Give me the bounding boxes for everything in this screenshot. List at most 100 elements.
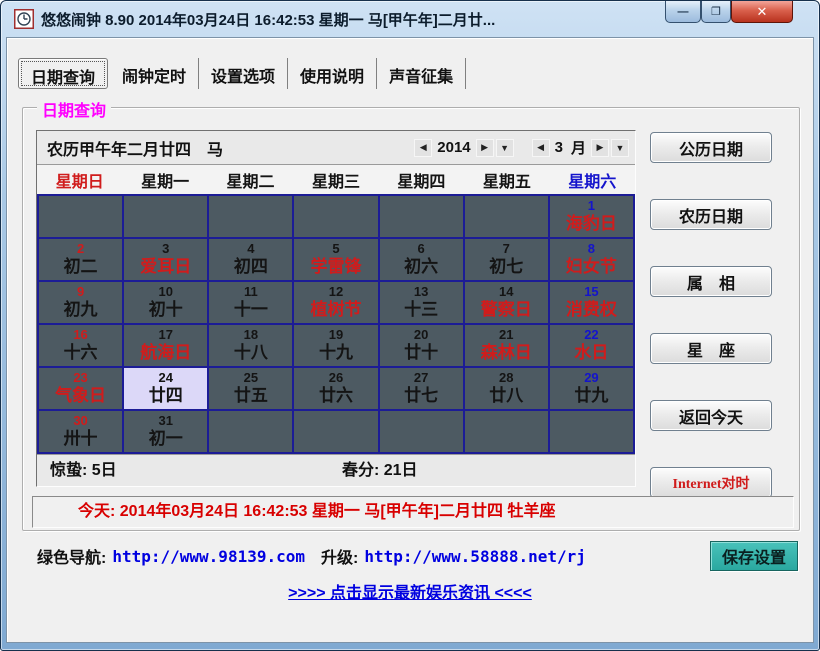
day-cell-28[interactable]: 28 廿八 bbox=[464, 368, 548, 409]
title-bar[interactable]: 悠悠闹钟 8.90 2014年03月24日 16:42:53 星期一 马[甲午年… bbox=[1, 1, 819, 37]
month-prev-button[interactable]: ◀ bbox=[531, 138, 550, 157]
tab-alarm-timer[interactable]: 闹钟定时 bbox=[110, 58, 200, 89]
day-number: 30 bbox=[73, 413, 88, 428]
day-subtext: 妇女节 bbox=[565, 257, 617, 276]
nav-link-url[interactable]: http://www.98139.com bbox=[112, 546, 305, 566]
day-subtext: 消费权 bbox=[565, 300, 617, 319]
window-controls: — ❐ ✕ bbox=[665, 1, 793, 23]
save-settings-button[interactable]: 保存设置 bbox=[710, 541, 798, 571]
day-cell-27[interactable]: 27 廿七 bbox=[379, 368, 463, 409]
day-cell-15[interactable]: 15 消费权 bbox=[549, 282, 633, 323]
day-cell-26[interactable]: 26 廿六 bbox=[294, 368, 378, 409]
day-cell-3[interactable]: 3 爱耳日 bbox=[124, 239, 208, 280]
day-cell-2[interactable]: 2 初二 bbox=[39, 239, 123, 280]
tab-settings[interactable]: 设置选项 bbox=[199, 58, 289, 89]
tab-help[interactable]: 使用说明 bbox=[288, 58, 378, 89]
tab-sound-collect[interactable]: 声音征集 bbox=[377, 58, 467, 89]
day-cell-10[interactable]: 10 初十 bbox=[124, 282, 208, 323]
lunar-date-button[interactable]: 农历日期 bbox=[650, 199, 772, 230]
day-subtext: 廿四 bbox=[148, 386, 183, 405]
day-number: 31 bbox=[158, 413, 173, 428]
day-cell-9[interactable]: 9 初九 bbox=[39, 282, 123, 323]
day-cell-23[interactable]: 23 气象日 bbox=[39, 368, 123, 409]
day-number: 8 bbox=[587, 241, 596, 256]
day-cell-empty bbox=[294, 196, 378, 237]
day-cell-25[interactable]: 25 廿五 bbox=[209, 368, 293, 409]
day-subtext: 廿六 bbox=[318, 386, 353, 405]
solar-term-left: 惊蛰: 5日 bbox=[50, 462, 117, 479]
day-cell-31[interactable]: 31 初一 bbox=[124, 411, 208, 452]
minimize-button[interactable]: — bbox=[665, 1, 701, 23]
minimize-icon: — bbox=[677, 5, 689, 18]
zodiac-animal-button[interactable]: 属 相 bbox=[650, 266, 772, 297]
day-cell-30[interactable]: 30 卅十 bbox=[39, 411, 123, 452]
close-button[interactable]: ✕ bbox=[731, 1, 793, 23]
day-number: 17 bbox=[158, 327, 173, 342]
day-subtext: 森林日 bbox=[480, 343, 532, 362]
day-number: 12 bbox=[328, 284, 344, 299]
day-cell-4[interactable]: 4 初四 bbox=[209, 239, 293, 280]
day-cell-18[interactable]: 18 十八 bbox=[209, 325, 293, 366]
day-cell-21[interactable]: 21 森林日 bbox=[464, 325, 548, 366]
year-next-button[interactable]: ▶ bbox=[475, 138, 494, 157]
day-cell-6[interactable]: 6 初六 bbox=[379, 239, 463, 280]
gregorian-date-button[interactable]: 公历日期 bbox=[650, 132, 772, 163]
day-number: 2 bbox=[76, 241, 85, 256]
day-number: 13 bbox=[413, 284, 429, 299]
maximize-button[interactable]: ❐ bbox=[701, 1, 731, 23]
day-number: 14 bbox=[499, 284, 514, 299]
day-number: 29 bbox=[584, 370, 599, 385]
day-cell-1[interactable]: 1 海豹日 bbox=[549, 196, 633, 237]
back-to-today-button[interactable]: 返回今天 bbox=[650, 400, 772, 431]
month-next-button[interactable]: ▶ bbox=[591, 138, 609, 157]
internet-time-sync-button[interactable]: Internet对时 bbox=[650, 467, 772, 498]
prev-icon: ◀ bbox=[537, 142, 545, 152]
day-subtext: 十六 bbox=[63, 343, 98, 362]
day-cell-empty bbox=[209, 196, 293, 237]
day-subtext: 廿五 bbox=[233, 386, 268, 405]
groupbox-label: 日期查询 bbox=[37, 97, 112, 121]
day-cell-12[interactable]: 12 植树节 bbox=[294, 282, 378, 323]
day-cell-19[interactable]: 19 十九 bbox=[294, 325, 378, 366]
day-cell-17[interactable]: 17 航海日 bbox=[124, 325, 208, 366]
day-cell-29[interactable]: 29 廿九 bbox=[549, 368, 633, 409]
day-cell-8[interactable]: 8 妇女节 bbox=[549, 239, 633, 280]
day-subtext: 航海日 bbox=[140, 343, 192, 362]
tab-date-query[interactable]: 日期查询 bbox=[18, 58, 109, 89]
day-subtext: 初一 bbox=[148, 429, 183, 448]
day-cell-24[interactable]: 24 廿四 bbox=[124, 368, 208, 409]
day-number: 7 bbox=[502, 241, 510, 256]
day-number: 6 bbox=[417, 241, 425, 256]
day-number: 28 bbox=[499, 370, 514, 385]
entertainment-news-link[interactable]: >>>> 点击显示最新娱乐资讯 <<<< bbox=[288, 585, 532, 602]
weekday-header: 星期三 bbox=[311, 173, 360, 191]
year-prev-button[interactable]: ◀ bbox=[414, 138, 433, 157]
prev-icon: ◀ bbox=[419, 142, 427, 152]
day-number: 25 bbox=[243, 370, 259, 385]
day-cell-14[interactable]: 14 警察日 bbox=[464, 282, 548, 323]
day-number: 21 bbox=[499, 327, 514, 342]
day-cell-16[interactable]: 16 十六 bbox=[39, 325, 123, 366]
chevron-down-icon: ▼ bbox=[500, 142, 510, 153]
upgrade-link-url[interactable]: http://www.58888.net/rj bbox=[364, 546, 586, 566]
day-subtext: 十一 bbox=[233, 300, 268, 319]
day-number: 19 bbox=[328, 327, 344, 342]
day-cell-7[interactable]: 7 初七 bbox=[464, 239, 548, 280]
day-number: 4 bbox=[247, 241, 255, 256]
day-number: 23 bbox=[73, 370, 88, 385]
weekday-header: 星期六 bbox=[568, 173, 617, 191]
solar-terms-bar: 惊蛰: 5日 春分: 21日 bbox=[37, 454, 635, 486]
year-dropdown-button[interactable]: ▼ bbox=[495, 138, 514, 157]
day-cell-13[interactable]: 13 十三 bbox=[379, 282, 463, 323]
constellation-button[interactable]: 星 座 bbox=[650, 333, 772, 364]
day-cell-empty bbox=[294, 411, 378, 452]
month-dropdown-button[interactable]: ▼ bbox=[611, 138, 629, 157]
day-cell-5[interactable]: 5 学雷锋 bbox=[294, 239, 378, 280]
day-cell-11[interactable]: 11 十一 bbox=[209, 282, 293, 323]
upgrade-link-label: 升级: bbox=[321, 550, 359, 567]
next-icon: ▶ bbox=[596, 142, 604, 152]
tab-bar: 日期查询 闹钟定时 设置选项 使用说明 声音征集 bbox=[18, 58, 467, 89]
day-cell-20[interactable]: 20 廿十 bbox=[379, 325, 463, 366]
day-cell-22[interactable]: 22 水日 bbox=[549, 325, 633, 366]
